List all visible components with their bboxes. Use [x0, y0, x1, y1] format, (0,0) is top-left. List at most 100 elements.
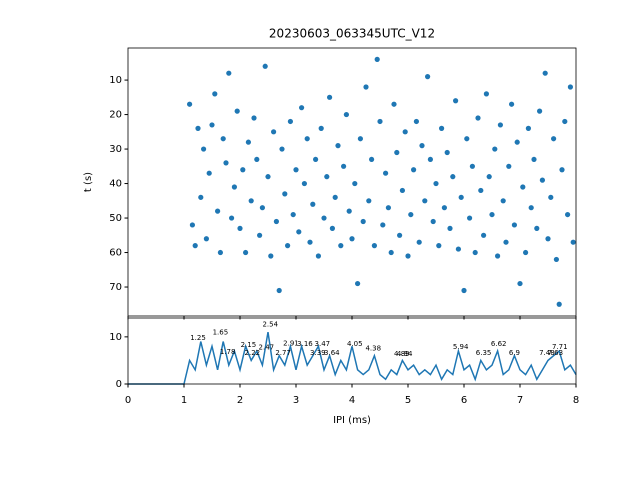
- scatter-point: [436, 243, 442, 249]
- scatter-point: [478, 187, 484, 194]
- chart-title: 20230603_063345UTC_V12: [269, 27, 435, 41]
- peak-label: 4.05: [347, 340, 363, 348]
- scatter-point: [299, 105, 305, 111]
- x-tick-label: 8: [573, 395, 579, 406]
- peak-label: 1.78: [220, 348, 236, 356]
- scatter-point: [514, 139, 520, 145]
- scatter-point: [268, 253, 274, 259]
- scatter-point: [453, 98, 459, 104]
- peak-label: 6.35: [476, 349, 492, 357]
- x-tick-label: 5: [405, 395, 411, 406]
- scatter-point: [226, 70, 232, 76]
- scatter-point: [324, 174, 330, 180]
- peak-label: 2.15: [241, 341, 257, 349]
- scatter-point: [385, 205, 391, 211]
- peak-label: 2.22: [245, 349, 261, 357]
- peak-label: 2.91: [283, 339, 299, 347]
- scatter-point: [464, 136, 470, 142]
- scatter-point: [301, 180, 307, 187]
- y-tick-label: 40: [109, 179, 122, 190]
- scatter-point: [416, 239, 422, 245]
- scatter-point: [220, 136, 226, 142]
- scatter-point: [388, 249, 394, 256]
- peak-label: 3.39: [310, 349, 326, 357]
- scatter-point: [405, 253, 411, 259]
- scatter-point: [444, 149, 450, 156]
- peak-label: 6.9: [509, 349, 520, 357]
- scatter-point: [349, 236, 355, 242]
- scatter-point: [427, 156, 433, 163]
- scatter-point: [475, 115, 481, 121]
- scatter-point: [545, 236, 551, 242]
- peak-label: 3.47: [315, 340, 331, 348]
- scatter-point: [366, 198, 372, 204]
- scatter-point: [408, 211, 414, 218]
- scatter-point: [556, 301, 562, 307]
- scatter-point: [450, 174, 456, 180]
- scatter-point: [371, 243, 377, 249]
- scatter-point: [343, 111, 349, 118]
- scatter-point: [209, 122, 215, 128]
- scatter-point: [223, 160, 229, 166]
- peak-label: 7.48: [539, 349, 555, 357]
- scatter-point: [447, 225, 453, 231]
- scatter-point: [273, 218, 279, 225]
- scatter-point: [511, 222, 517, 228]
- scatter-point: [497, 122, 503, 128]
- scatter-point: [562, 118, 568, 125]
- scatter-point: [276, 287, 282, 294]
- peak-label: 4.89: [394, 350, 410, 358]
- scatter-point: [489, 211, 495, 218]
- scatter-point: [357, 136, 363, 142]
- scatter-point: [531, 156, 537, 163]
- scatter-point: [455, 246, 461, 252]
- scatter-point: [481, 232, 487, 238]
- scatter-point: [189, 222, 195, 228]
- scatter-point: [296, 229, 302, 235]
- scatter-point: [509, 101, 515, 107]
- scatter-point: [234, 108, 240, 114]
- x-tick-label: 2: [237, 395, 243, 406]
- scatter-point: [271, 129, 277, 135]
- scatter-point: [352, 180, 358, 187]
- scatter-point: [539, 177, 546, 183]
- scatter-point: [355, 280, 361, 287]
- scatter-point: [433, 180, 439, 187]
- peak-label: 7.71: [552, 343, 568, 351]
- scatter-point: [282, 191, 288, 197]
- scatter-point: [383, 170, 389, 176]
- x-tick-label: 0: [125, 395, 131, 406]
- scatter-point: [363, 84, 369, 90]
- scatter-point: [495, 253, 501, 259]
- scatter-point: [525, 125, 532, 131]
- peak-label: 1.25: [190, 334, 206, 342]
- scatter-point: [520, 184, 526, 190]
- scatter-point: [486, 174, 492, 180]
- line: [128, 332, 577, 385]
- scatter-point: [215, 208, 221, 214]
- scatter-point: [187, 101, 193, 107]
- scatter-point: [472, 249, 478, 256]
- scatter-point: [285, 243, 291, 249]
- scatter-point: [377, 118, 383, 125]
- scatter-point: [419, 143, 425, 149]
- scatter-point: [195, 125, 201, 131]
- scatter-point: [439, 125, 445, 131]
- scatter-point: [265, 174, 271, 180]
- scatter-point: [517, 280, 523, 287]
- scatter-point: [290, 211, 296, 218]
- scatter-point: [262, 63, 268, 69]
- x-tick-label: 3: [293, 395, 299, 406]
- x-axis-label: IPI (ms): [333, 415, 371, 426]
- peak-label: 2.47: [259, 344, 275, 352]
- x-tick-label: 4: [349, 395, 355, 406]
- scatter-point: [251, 115, 257, 121]
- scatter-point: [313, 156, 319, 163]
- scatter-point: [461, 287, 467, 294]
- scatter-point: [399, 187, 405, 194]
- y-tick-label: 10: [109, 75, 122, 86]
- scatter-point: [542, 70, 548, 76]
- scatter-point: [528, 205, 534, 211]
- scatter-point: [492, 146, 498, 152]
